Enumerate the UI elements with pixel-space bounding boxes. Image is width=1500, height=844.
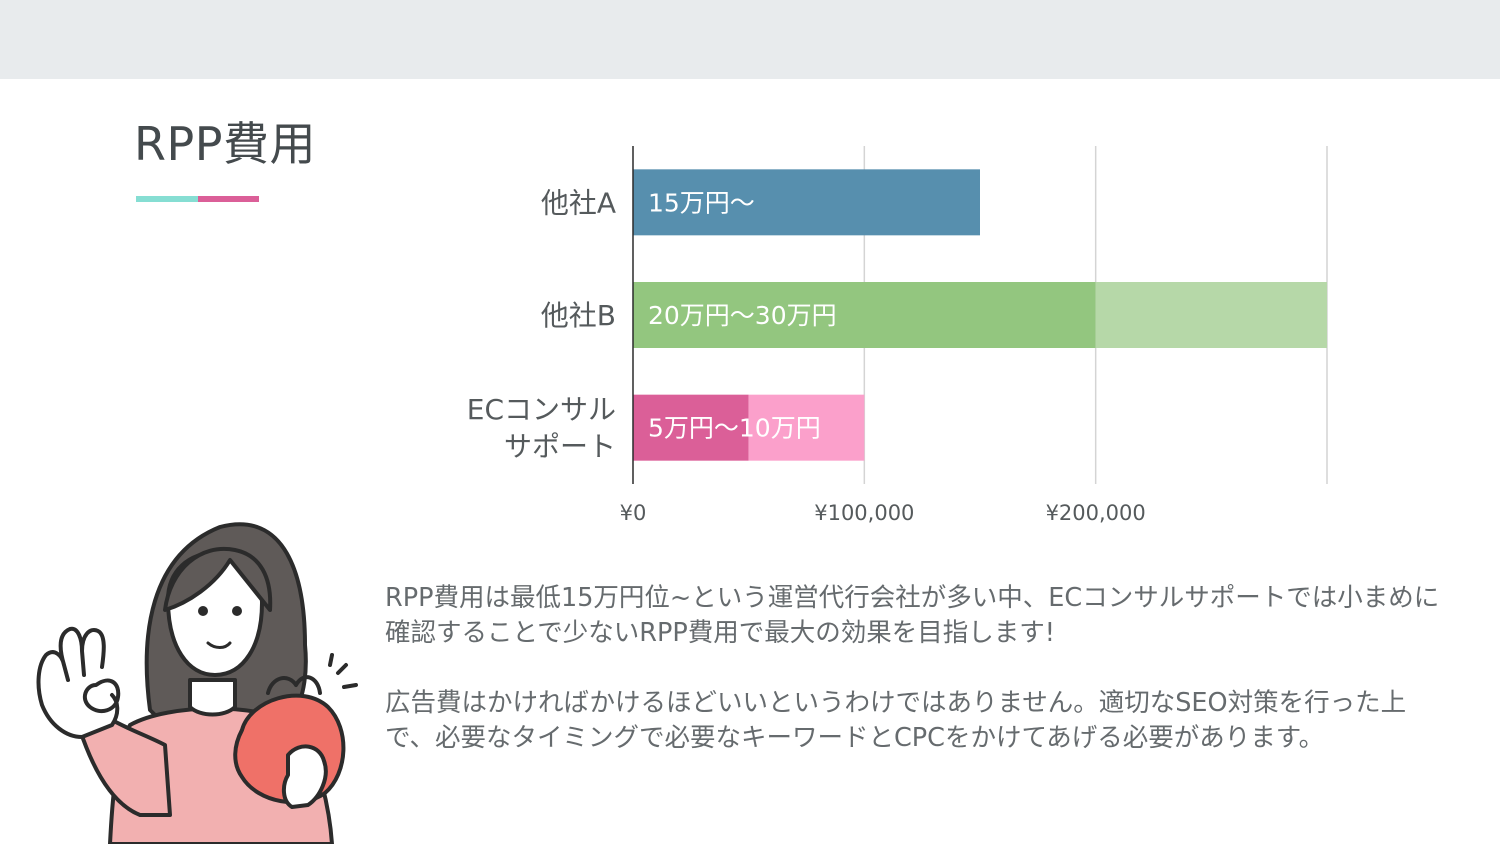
bar-segment: [633, 282, 1096, 348]
category-label: 他社B: [541, 299, 616, 332]
category-label: ECコンサル: [467, 393, 616, 426]
bar-segment: [1095, 282, 1327, 348]
data-label: 15万円〜: [648, 188, 755, 217]
woman-holding-coin-purse-ok-gesture-icon: [36, 522, 358, 844]
top-banner: [0, 0, 1500, 79]
description-paragraph-2: 広告費はかければかけるほどいいというわけではありません。適切なSEO対策を行った…: [385, 688, 1407, 753]
x-tick-label: ¥0: [620, 501, 647, 525]
cost-bar-chart: 15万円〜 他社A 20万円〜30万円 他社B 5万円〜10万円 ECコンサルサポート ¥0…: [467, 146, 1328, 525]
data-label: 5万円〜10万円: [648, 414, 821, 443]
bar-segment: [633, 169, 980, 236]
title-accent-pink: [198, 196, 259, 202]
x-tick-label: ¥200,000: [1046, 501, 1146, 525]
description-paragraph-1: RPP費用は最低15万円位~という運営代行会社が多い中、ECコンサルサポートでは…: [385, 583, 1440, 648]
bar-segment: [748, 394, 865, 461]
category-label: 他社A: [541, 186, 616, 219]
x-tick-label: ¥100,000: [814, 501, 914, 525]
data-label: 20万円〜30万円: [648, 301, 837, 330]
title-accent-teal: [136, 196, 198, 202]
category-label: サポート: [504, 430, 616, 463]
page-title: RPP費用: [134, 117, 316, 171]
bar-segment: [633, 394, 749, 461]
